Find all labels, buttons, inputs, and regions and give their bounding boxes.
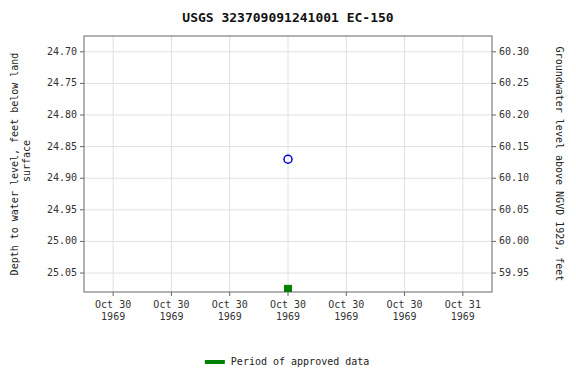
tick-mark	[80, 209, 84, 210]
x-tick-label: Oct 311969	[445, 299, 481, 322]
y-tick-label: 24.80	[47, 109, 77, 120]
y-axis-label: Depth to water level, feet below land su…	[9, 53, 32, 276]
text-line: 1969	[334, 311, 358, 322]
tick-mark	[80, 115, 84, 116]
y2-tick-label: 60.25	[499, 77, 529, 88]
y2-tick-label: 60.15	[499, 141, 529, 152]
tick-mark	[80, 241, 84, 242]
text-line: Depth to water level, feet below land	[9, 53, 20, 276]
axes: 24.70 24.75 24.80 24.85 24.90 24.95 25.00 25.05…	[47, 46, 529, 322]
text-line: Oct 31	[445, 299, 481, 310]
text-line: 1969	[276, 311, 300, 322]
x-tick-label: Oct 301969	[328, 299, 364, 322]
title: USGS 323709091241001 EC-150	[182, 10, 393, 25]
y2-tick-label: 60.30	[499, 46, 529, 57]
legend-label: Period of approved data	[231, 356, 369, 367]
data	[284, 155, 292, 292]
text-line: Oct 30	[328, 299, 364, 310]
x-tick-label: Oct 301969	[387, 299, 423, 322]
grid-line	[346, 36, 347, 292]
text-line: 1969	[101, 311, 125, 322]
grid-line	[171, 36, 172, 292]
tick-mark	[404, 292, 405, 296]
text-line: Oct 30	[212, 299, 248, 310]
tick-mark	[229, 292, 230, 296]
text-line: 1969	[393, 311, 417, 322]
tick-mark	[80, 178, 84, 179]
y-tick-label: 24.95	[47, 204, 77, 215]
grid-line	[462, 36, 463, 292]
y2-tick-label: 60.20	[499, 109, 529, 120]
text-line: 1969	[451, 311, 475, 322]
tick-mark	[80, 51, 84, 52]
y-tick-label: 24.70	[47, 46, 77, 57]
tick-mark	[492, 83, 496, 84]
chart: 24.70 24.75 24.80 24.85 24.90 24.95 25.00 25.05…	[0, 0, 576, 384]
x-tick-label: Oct 301969	[153, 299, 189, 322]
tick-mark	[492, 51, 496, 52]
grid	[84, 36, 492, 292]
text-line: Oct 30	[95, 299, 131, 310]
text-line: Oct 30	[387, 299, 423, 310]
page: {"chart_data": {"type": "scatter", "titl…	[0, 0, 576, 384]
y2-axis-label: Groundwater level above NGVD 1929, feet	[554, 47, 565, 282]
x-tick-label: Oct 301969	[270, 299, 306, 322]
tick-mark	[492, 146, 496, 147]
y-tick-label: 25.00	[47, 235, 77, 246]
y2-tick-label: 60.10	[499, 172, 529, 183]
y-tick-label: 25.05	[47, 267, 77, 278]
tick-mark	[288, 292, 289, 296]
tick-mark	[346, 292, 347, 296]
text-line: Oct 30	[270, 299, 306, 310]
text-line: Groundwater level above NGVD 1929, feet	[554, 47, 565, 282]
plot-frame	[84, 36, 492, 292]
tick-mark	[492, 273, 496, 274]
tick-mark	[492, 178, 496, 179]
text-line: Oct 30	[153, 299, 189, 310]
tick-mark	[80, 273, 84, 274]
tick-mark	[492, 209, 496, 210]
tick-mark	[113, 292, 114, 296]
grid-line	[404, 36, 405, 292]
legend: Period of approved data	[205, 356, 369, 367]
y-tick-label: 24.85	[47, 141, 77, 152]
x-tick-label: Oct 301969	[212, 299, 248, 322]
y2-tick-label: 60.05	[499, 204, 529, 215]
circle-point	[284, 155, 292, 163]
grid-line	[229, 36, 230, 292]
grid-line	[113, 36, 114, 292]
tick-mark	[462, 292, 463, 296]
tick-mark	[171, 292, 172, 296]
text-line: 1969	[159, 311, 183, 322]
y-tick-label: 24.75	[47, 77, 77, 88]
x-tick-label: Oct 301969	[95, 299, 131, 322]
y2-tick-label: 59.95	[499, 267, 529, 278]
square-point	[285, 285, 292, 292]
tick-mark	[80, 83, 84, 84]
tick-mark	[80, 146, 84, 147]
tick-mark	[492, 241, 496, 242]
text-line: surface	[21, 140, 32, 188]
plot-background	[84, 36, 492, 292]
legend-swatch	[205, 360, 225, 364]
text-line: 1969	[218, 311, 242, 322]
y2-tick-label: 60.00	[499, 235, 529, 246]
y-tick-label: 24.90	[47, 172, 77, 183]
tick-mark	[492, 115, 496, 116]
